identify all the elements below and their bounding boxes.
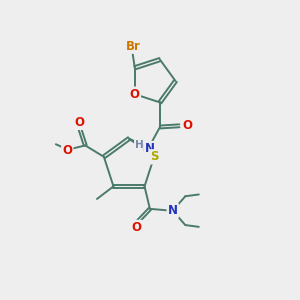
- Text: H: H: [135, 140, 143, 150]
- Text: S: S: [150, 150, 158, 163]
- Text: O: O: [130, 88, 140, 101]
- Text: N: N: [168, 204, 178, 217]
- Text: O: O: [182, 119, 192, 132]
- Text: N: N: [145, 142, 155, 155]
- Text: Br: Br: [126, 40, 141, 53]
- Text: O: O: [62, 144, 72, 157]
- Text: O: O: [132, 221, 142, 234]
- Text: O: O: [74, 116, 84, 129]
